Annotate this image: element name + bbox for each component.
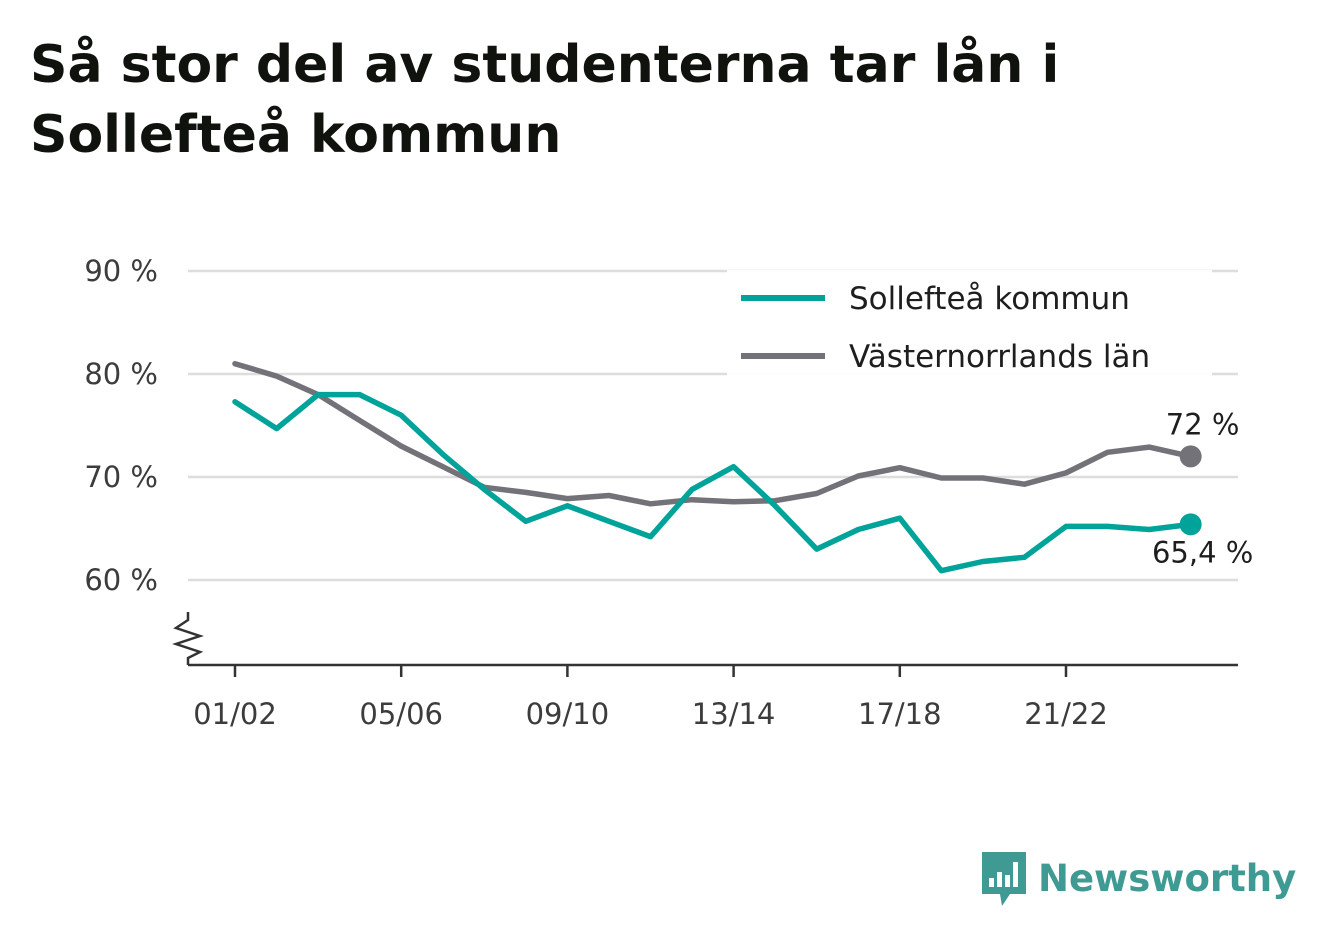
brand-name: Newsworthy xyxy=(1038,856,1297,900)
x-axis-ticks: 01/02 05/06 09/10 13/14 17/18 21/22 xyxy=(193,665,1108,731)
series-line xyxy=(232,391,1194,574)
x-tick-label: 01/02 xyxy=(193,697,277,731)
axis-break-symbol xyxy=(172,612,204,665)
bar-chart-speech-bubble-icon xyxy=(982,852,1026,906)
series-end-label: 65,4 % xyxy=(1152,535,1253,569)
series-end-point xyxy=(1179,445,1202,468)
legend-label: Västernorrlands län xyxy=(849,339,1150,375)
brand-logo: Newsworthy xyxy=(980,848,1296,908)
x-tick-label: 05/06 xyxy=(359,697,443,731)
x-axis xyxy=(172,612,1238,667)
x-tick-label: 09/10 xyxy=(526,697,610,731)
chart-title: Så stor del av studenterna tar lån i Sol… xyxy=(30,35,1060,165)
series-end-label: 72 % xyxy=(1166,407,1240,441)
x-tick-label: 17/18 xyxy=(858,697,942,731)
y-axis-ticks: 60 % 70 % 80 % 90 % xyxy=(84,254,158,597)
y-tick-label: 90 % xyxy=(84,254,158,288)
end-labels: 65,4 % 72 % xyxy=(1152,407,1253,569)
legend-label: Sollefteå kommun xyxy=(849,281,1130,317)
x-tick-label: 13/14 xyxy=(692,697,776,731)
x-tick-label: 21/22 xyxy=(1024,697,1108,731)
legend: Sollefteå kommun Västernorrlands län xyxy=(727,270,1212,376)
y-tick-label: 60 % xyxy=(84,563,158,597)
y-tick-label: 70 % xyxy=(84,460,158,494)
line-chart: 60 % 70 % 80 % 90 % 01/02 05/06 09/10 13/14 17/… xyxy=(84,254,1253,731)
series-lines xyxy=(232,360,1202,574)
y-tick-label: 80 % xyxy=(84,357,158,391)
series-line xyxy=(232,360,1194,507)
series-end-point xyxy=(1179,513,1202,536)
